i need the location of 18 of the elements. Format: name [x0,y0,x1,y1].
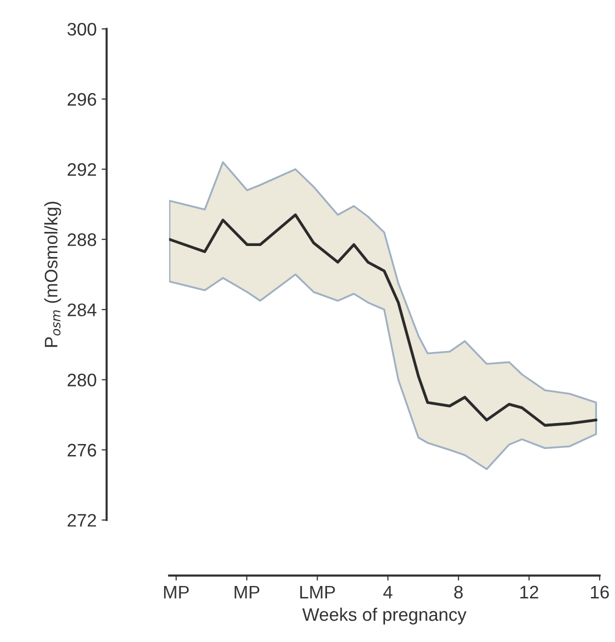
y-axis-title: P$_{osm}$ (mOsmol/kg) [44,202,62,347]
y-tick-label: 296 [68,92,96,106]
x-tick-label: MP [234,586,260,598]
y-tick-label: 276 [68,444,96,457]
y-tick-label: 288 [68,233,96,246]
x-tick-label: 12 [520,586,538,598]
x-tick-label: 16 [590,586,609,599]
line-series [169,213,598,427]
y-tick-label: 272 [68,514,96,527]
y-tick-label: 300 [67,22,96,36]
y-tick-label: 284 [68,303,96,316]
x-tick-label: 4 [383,586,392,598]
x-axis-title: Weeks of pregnancy [302,608,466,625]
x-tick-label: 8 [454,586,463,599]
y-tick-label: 280 [68,374,96,386]
y-tick-label: 292 [68,163,96,176]
x-tick-label: MP [164,586,189,598]
x-tick-label: LMP [300,586,335,598]
